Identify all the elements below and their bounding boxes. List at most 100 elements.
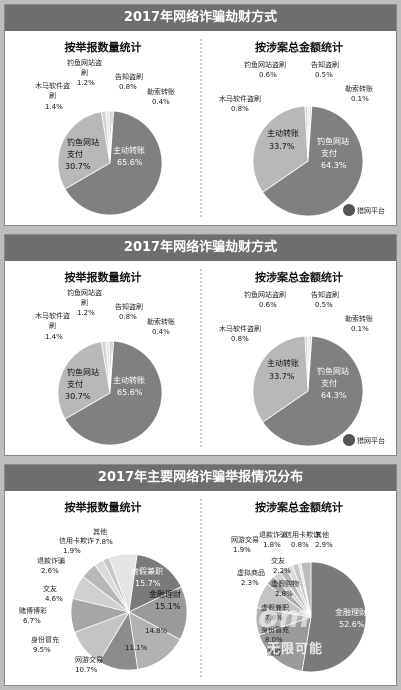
pie-title: 按举报数量统计: [65, 40, 142, 54]
slice-label: 网游交易: [231, 535, 259, 544]
slice-value: 0.8%: [231, 105, 249, 113]
slice-label: 告知盗刷: [115, 72, 143, 81]
slice-value: 52.6%: [339, 620, 365, 629]
panel-3-svg: 按举报数量统计 按涉案总金额统计 其他 7.8% 信用卡欺诈 1.9% 退款诈骗…: [19, 499, 367, 677]
slice-value: 7.8%: [95, 538, 113, 546]
slice-label: 主动转账: [267, 358, 299, 368]
slice-label: 信用卡欺诈: [59, 536, 94, 545]
footer-logo-text: 猎网平台: [357, 436, 385, 445]
slice-value: 1.8%: [263, 541, 281, 549]
slice-value: 33.7%: [269, 142, 295, 151]
pie-slice: [57, 111, 111, 190]
slice-value: 15.1%: [155, 602, 181, 611]
slice-label: 退款诈骗: [259, 530, 287, 539]
slice-label: 告知盗刷: [311, 60, 339, 69]
pie-title: 按举报数量统计: [65, 270, 142, 284]
slice-value: 1.4%: [45, 333, 63, 341]
panel-1-svg: 按举报数量统计 按涉案总金额统计 钓鱼网站盗 刷 1.2% 告知盗刷 0.8% …: [35, 39, 385, 217]
pie-chart-3: [70, 553, 188, 671]
pie-slice: [57, 341, 111, 420]
slice-label: 赌博: [267, 648, 281, 657]
slice-label: 钓鱼网站盗: [67, 58, 102, 67]
logo-icon: [343, 204, 355, 216]
slice-label: 刷: [81, 299, 88, 307]
pie-title: 按涉案总金额统计: [255, 40, 343, 54]
slice-label: 支付: [321, 378, 337, 388]
slice-label: 虚拟商品: [237, 568, 265, 577]
slice-label: 木马软件盗刷: [219, 324, 261, 333]
pie-slice: [128, 554, 182, 613]
pie-title: 按涉案总金额统计: [255, 500, 343, 514]
slice-value: 33.7%: [269, 372, 295, 381]
pie-chart-2: [252, 105, 364, 217]
slice-value: 15.7%: [135, 579, 161, 588]
pie-slice: [108, 553, 138, 613]
slice-value: 0.8%: [119, 83, 137, 91]
slice-label: 木马软件盗: [35, 81, 70, 90]
slice-value: 4.6%: [45, 595, 63, 603]
panel-2-svg: 按举报数量统计 按涉案总金额统计 钓鱼网站盗 刷 1.2% 告知盗刷 0.8% …: [35, 269, 385, 447]
footer-logo-text: 猎网平台: [357, 206, 385, 215]
slice-value: 9.5%: [33, 646, 51, 654]
slice-label: 钓鱼网站: [317, 136, 349, 146]
slice-label: 勒索转账: [147, 317, 175, 326]
slice-value: 1.9%: [233, 546, 251, 554]
slice-value: 1.2%: [77, 79, 95, 87]
pie-slice: [252, 105, 309, 193]
slice-label: 钓鱼网站盗: [67, 288, 102, 297]
slice-label: 网游交易: [75, 655, 103, 664]
slice-label: 勒索转账: [147, 87, 175, 96]
slice-value: 0.6%: [259, 71, 277, 79]
pie-chart-2-copy: [252, 335, 364, 447]
slice-label: 身份冒充: [261, 625, 289, 634]
pie-chart-1-copy: [57, 340, 163, 446]
pie-slice: [109, 110, 115, 164]
slice-label: 木马软件盗: [35, 311, 70, 320]
watermark: 客商世界@无限可能: [196, 642, 323, 657]
pie-slice: [301, 561, 367, 673]
slice-label: 其他: [93, 527, 107, 536]
slice-value: 65.6%: [117, 388, 143, 397]
slice-label: 虚假兼职: [131, 566, 163, 576]
slice-value: 2.8%: [275, 590, 293, 598]
slice-value: 7.6%: [265, 614, 283, 622]
slice-label: 刷: [49, 322, 56, 330]
slice-value: 0.8%: [231, 335, 249, 343]
slice-value: 65.6%: [117, 158, 143, 167]
slice-value: 64.3%: [321, 391, 347, 400]
slice-value: 11.1%: [125, 644, 148, 652]
pie-slice: [64, 110, 163, 216]
slice-label: 退款诈骗: [37, 556, 65, 565]
slice-label: 其他: [315, 530, 329, 539]
slice-value: 2.3%: [241, 579, 259, 587]
slice-label: 支付: [67, 149, 83, 159]
pie-slice: [300, 561, 312, 618]
pie-slice: [128, 611, 181, 670]
panel-1-banner: 2017年网络诈骗劫财方式: [5, 5, 396, 31]
slice-value: 0.5%: [315, 301, 333, 309]
slice-label: 主动转账: [267, 128, 299, 138]
slice-value: 6.7%: [23, 617, 41, 625]
slice-label: 告知盗刷: [115, 302, 143, 311]
slice-value: 1.4%: [45, 103, 63, 111]
slice-value: 0.4%: [152, 98, 170, 106]
slice-label: 勒索转账: [345, 314, 373, 323]
slice-value: 64.3%: [321, 161, 347, 170]
slice-label: 身份冒充: [31, 635, 59, 644]
slice-value: 2.2%: [273, 567, 291, 575]
slice-value: 8.0%: [265, 636, 283, 644]
panel-2-banner: 2017年网络诈骗劫财方式: [5, 235, 396, 261]
slice-label: 主动转账: [113, 375, 145, 385]
slice-label: 告知盗刷: [311, 290, 339, 299]
pie-slice: [252, 335, 309, 423]
slice-label: 木马软件盗刷: [219, 94, 261, 103]
slice-label: 主动转账: [113, 145, 145, 155]
slice-value: 30.7%: [65, 162, 91, 171]
pie-chart-1: [57, 110, 163, 216]
slice-label: 支付: [321, 148, 337, 158]
slice-value: 0.1%: [351, 325, 369, 333]
slice-value: 0.1%: [351, 95, 369, 103]
slice-value: 0.8%: [119, 313, 137, 321]
slice-value: 0.5%: [315, 71, 333, 79]
slice-label: 交友: [43, 584, 57, 593]
